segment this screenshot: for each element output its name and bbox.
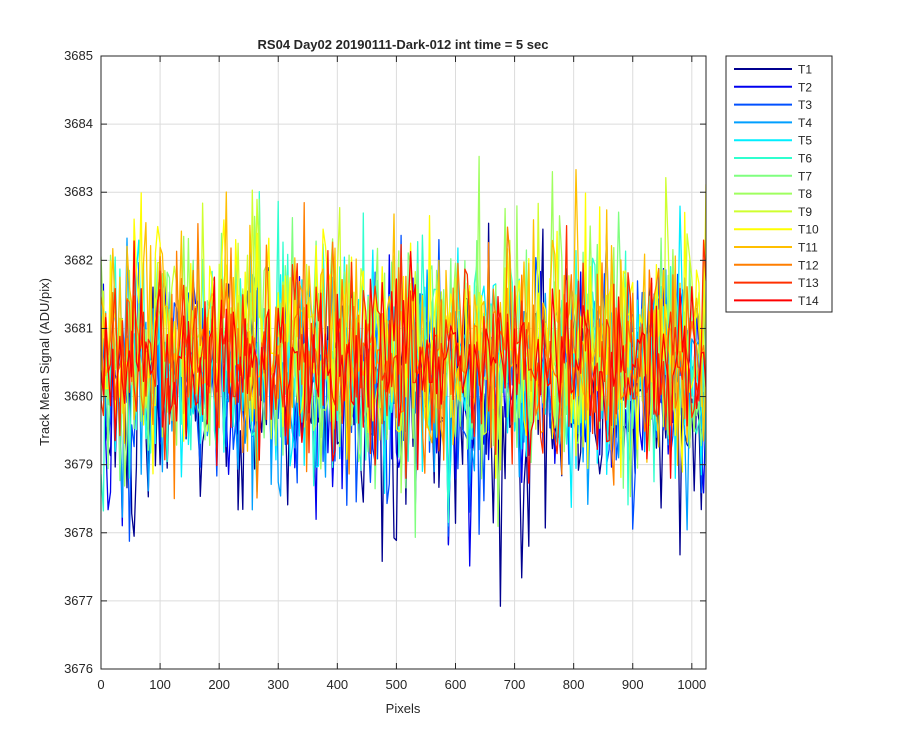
- y-tick-label: 3685: [64, 48, 93, 63]
- series-line-t13: [101, 225, 706, 479]
- axis-ticks: [100, 55, 706, 670]
- legend-label-t8: T8: [798, 187, 812, 201]
- series-lines: [101, 155, 706, 607]
- legend-label-t5: T5: [798, 134, 812, 148]
- x-tick-label: 300: [267, 677, 289, 692]
- legend-label-t13: T13: [798, 276, 819, 290]
- x-tick-label: 100: [149, 677, 171, 692]
- x-tick-label: 400: [326, 677, 348, 692]
- y-tick-label: 3677: [64, 593, 93, 608]
- x-tick-label: 1000: [677, 677, 706, 692]
- legend-label-t14: T14: [798, 294, 819, 308]
- x-tick-label: 900: [622, 677, 644, 692]
- legend-label-t4: T4: [798, 116, 812, 130]
- legend-label-t2: T2: [798, 80, 812, 94]
- y-tick-label: 3676: [64, 661, 93, 676]
- y-tick-label: 3683: [64, 184, 93, 199]
- x-axis-label: Pixels: [386, 701, 421, 716]
- x-tick-label: 800: [563, 677, 585, 692]
- x-tick-label: 600: [445, 677, 467, 692]
- legend-box: [725, 55, 833, 313]
- y-axis-label: Track Mean Signal (ADU/pix): [37, 278, 52, 446]
- x-tick-label: 0: [97, 677, 104, 692]
- y-tick-label: 3680: [64, 389, 93, 404]
- legend-label-t9: T9: [798, 205, 812, 219]
- y-tick-label: 3684: [64, 116, 93, 131]
- legend-label-t6: T6: [798, 152, 812, 166]
- x-tick-label: 200: [208, 677, 230, 692]
- legend-label-t1: T1: [798, 63, 812, 77]
- x-tick-label: 700: [504, 677, 526, 692]
- y-tick-labels: 3676 3677 3678 3679 3680 3681 3682 3683 3684 3685: [64, 48, 93, 676]
- legend: T1 T2 T3 T4 T5 T6 T7 T8 T9 T10 T11 T12 T13 T14: [725, 55, 833, 313]
- chart-title: RS04 Day02 20190111-Dark-012 int time = …: [258, 37, 549, 52]
- x-tick-label: 500: [386, 677, 408, 692]
- legend-label-t12: T12: [798, 258, 819, 272]
- plot-frame: [100, 55, 707, 670]
- legend-label-t3: T3: [798, 98, 812, 112]
- y-tick-label: 3679: [64, 457, 93, 472]
- legend-label-t11: T11: [798, 241, 818, 255]
- y-tick-label: 3682: [64, 252, 93, 267]
- series-line-t14: [101, 240, 706, 484]
- y-tick-label: 3681: [64, 320, 93, 335]
- legend-label-t10: T10: [798, 223, 819, 237]
- x-tick-labels: 0 100 200 300 400 500 600 700 800 900 1000: [97, 677, 706, 692]
- y-tick-label: 3678: [64, 525, 93, 540]
- series-line-t12: [101, 201, 706, 500]
- legend-label-t7: T7: [798, 169, 812, 183]
